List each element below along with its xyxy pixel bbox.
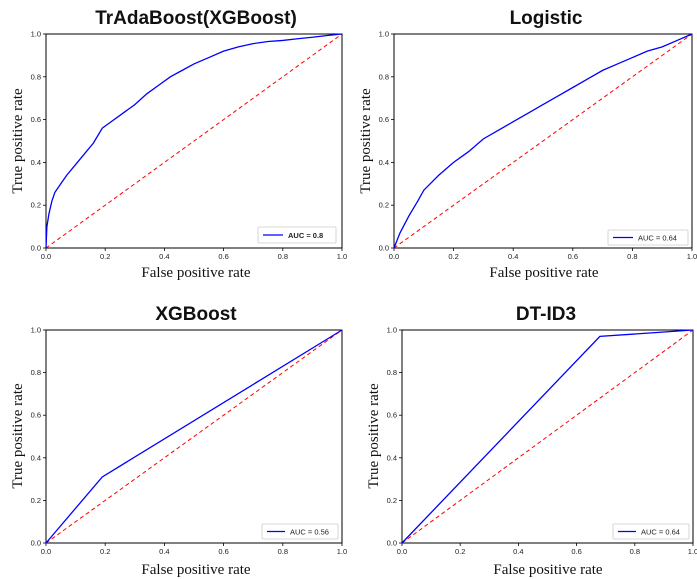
y-axis-label: True positive rate [366, 383, 382, 489]
roc-chart-dt-id3: DT-ID3 0.0 0.2 0.4 0.6 0.8 1.0 0.00.20.40.60.… [366, 304, 697, 578]
y-tick-label: 0.6 [387, 411, 397, 420]
x-tick-label: 0.8 [630, 547, 640, 556]
x-axis-label: False positive rate [493, 562, 602, 578]
y-tick-label: 0.8 [31, 368, 41, 377]
legend: AUC = 0.56 [261, 523, 339, 540]
x-tick-label: 0.4 [513, 547, 523, 556]
series-layer [45, 33, 343, 249]
legend-label: AUC = 0.64 [641, 528, 680, 537]
y-tick-label: 0.0 [31, 539, 41, 548]
x-tick-label: 0.8 [627, 252, 637, 261]
roc-curve-line [45, 33, 343, 249]
x-ticks: 0.0 0.2 0.4 0.6 0.8 1.0 [389, 248, 697, 261]
y-ticks: 0.0 0.2 0.4 0.6 0.8 1.0 [387, 326, 402, 548]
y-tick-label: 0.2 [31, 201, 41, 210]
x-tick-label: 1.0 [337, 547, 347, 556]
plot-area [401, 329, 694, 544]
legend-box [261, 523, 339, 540]
chart-title: TrAdaBoost(XGBoost) [95, 8, 297, 29]
series-layer [393, 33, 693, 249]
y-tick-label: 0.0 [31, 244, 41, 253]
x-tick-label: 0.8 [278, 547, 288, 556]
y-tick-label: 1.0 [31, 30, 41, 39]
x-tick-label: 0.6 [571, 547, 581, 556]
roc-curve-line [401, 329, 694, 544]
y-tick-label: 0.6 [379, 115, 389, 124]
legend: AUC = 0.8 [257, 226, 337, 244]
y-tick-label: 0.2 [379, 201, 389, 210]
x-tick-label: 0.4 [508, 252, 518, 261]
legend-box [612, 523, 690, 540]
y-tick-label: 1.0 [31, 326, 41, 335]
y-axis-label: True positive rate [358, 88, 374, 194]
y-tick-label: 0.0 [379, 244, 389, 253]
x-tick-label: 0.4 [159, 547, 169, 556]
chart-title: DT-ID3 [516, 304, 576, 325]
y-tick-label: 0.2 [31, 496, 41, 505]
y-ticks: 0.0 0.2 0.4 0.6 0.8 1.0 [31, 326, 46, 548]
y-tick-label: 0.4 [31, 158, 41, 167]
chance-diagonal-line [45, 329, 343, 544]
roc-curve-line [393, 33, 693, 249]
y-tick-label: 1.0 [387, 326, 397, 335]
x-axis-label: False positive rate [141, 265, 250, 281]
y-axis-label: True positive rate [10, 383, 26, 489]
chart-title: Logistic [510, 8, 583, 29]
x-axis-label: False positive rate [141, 562, 250, 578]
y-tick-label: 0.6 [31, 115, 41, 124]
series-layer [401, 329, 694, 544]
x-ticks: 0.0 0.2 0.4 0.6 0.8 1.0 [41, 248, 347, 261]
roc-chart-xgboost: XGBoost 0.0 0.2 0.4 0.6 0.8 1.0 0.00.20.40.60… [10, 304, 347, 578]
y-tick-label: 0.6 [31, 411, 41, 420]
x-tick-label: 0.6 [568, 252, 578, 261]
legend: AUC = 0.64 [607, 229, 689, 246]
x-tick-label: 0.6 [218, 252, 228, 261]
x-tick-label: 0.2 [100, 252, 110, 261]
y-tick-label: 0.4 [31, 453, 41, 462]
legend-box [607, 229, 689, 246]
x-tick-label: 0.2 [455, 547, 465, 556]
x-ticks: 0.0 0.2 0.4 0.6 0.8 1.0 [397, 543, 697, 556]
x-tick-label: 0.2 [100, 547, 110, 556]
chart-title: XGBoost [155, 304, 237, 325]
y-ticks: 0.0 0.2 0.4 0.6 0.8 1.0 [31, 30, 46, 253]
x-ticks: 0.0 0.2 0.4 0.6 0.8 1.0 [41, 543, 347, 556]
x-tick-label: 0.0 [389, 252, 399, 261]
legend: AUC = 0.64 [612, 523, 690, 540]
y-tick-label: 1.0 [379, 30, 389, 39]
x-tick-label: 0.0 [41, 252, 51, 261]
y-tick-label: 0.8 [379, 72, 389, 81]
legend-label: AUC = 0.64 [638, 234, 677, 243]
x-tick-label: 0.4 [159, 252, 169, 261]
roc-curve-line [45, 329, 343, 544]
roc-chart-tradaboost: TrAdaBoost(XGBoost) 0.0 0.2 0.4 0.6 0.8 1.0 0… [10, 8, 347, 281]
x-tick-label: 1.0 [688, 547, 697, 556]
roc-chart-logistic: Logistic 0.0 0.2 0.4 0.6 0.8 1.0 0.0 0.2 0.4 0.6… [358, 8, 697, 281]
x-tick-label: 1.0 [337, 252, 347, 261]
y-tick-label: 0.8 [31, 72, 41, 81]
x-tick-label: 0.0 [41, 547, 51, 556]
x-axis-label: False positive rate [489, 265, 598, 281]
legend-label: AUC = 0.8 [288, 231, 323, 240]
legend-label: AUC = 0.56 [290, 528, 329, 537]
legend-box [257, 226, 337, 244]
y-tick-label: 0.4 [387, 453, 397, 462]
y-tick-label: 0.4 [379, 158, 389, 167]
chance-diagonal-line [393, 33, 693, 249]
y-tick-label: 0.0 [387, 539, 397, 548]
y-ticks: 0.0 0.2 0.4 0.6 0.8 1.0 [379, 30, 394, 253]
x-tick-label: 1.0 [687, 252, 697, 261]
x-tick-label: 0.8 [278, 252, 288, 261]
x-tick-label: 0.0 [397, 547, 407, 556]
y-tick-label: 0.2 [387, 496, 397, 505]
y-axis-label: True positive rate [10, 88, 26, 194]
x-tick-label: 0.2 [448, 252, 458, 261]
series-layer [45, 329, 343, 544]
x-tick-label: 0.6 [218, 547, 228, 556]
y-tick-label: 0.8 [387, 368, 397, 377]
chance-diagonal-line [45, 33, 343, 249]
